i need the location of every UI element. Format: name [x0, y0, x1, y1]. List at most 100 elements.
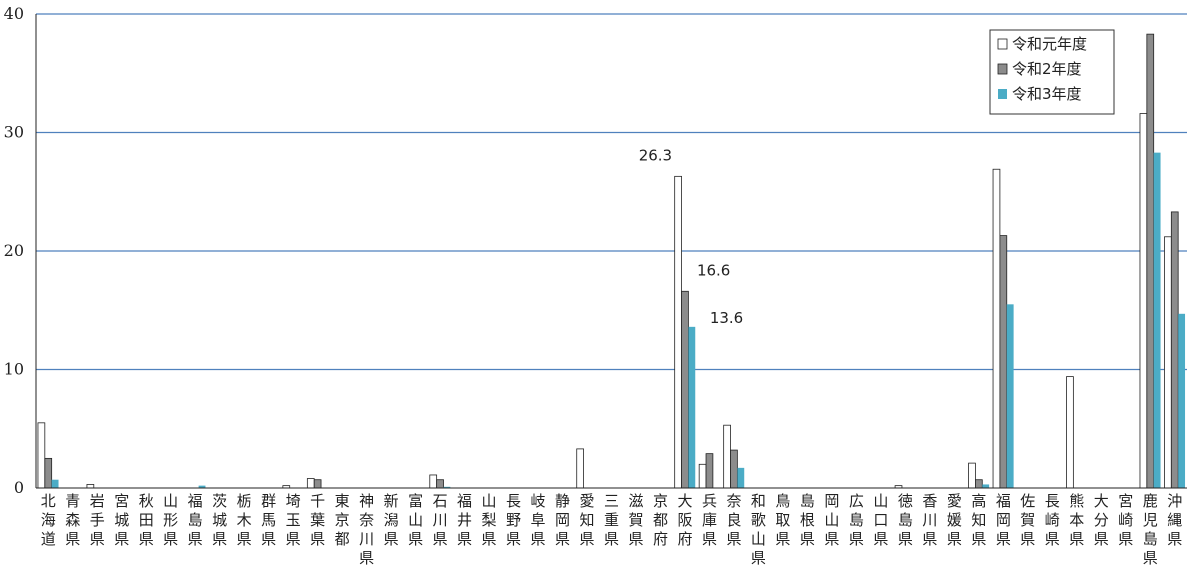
bar	[1066, 376, 1074, 489]
x-tick-label: 千葉県	[310, 492, 325, 548]
x-tick-label: 静岡県	[555, 492, 570, 548]
bar	[443, 486, 451, 488]
x-tick-label: 和歌山県	[751, 492, 766, 567]
x-tick-label: 青森県	[65, 492, 80, 548]
x-tick-label: 三重県	[604, 492, 619, 548]
x-tick-label: 佐賀県	[1020, 492, 1035, 548]
y-tick-label: 20	[4, 241, 24, 260]
bar	[681, 290, 689, 489]
data-label: 16.6	[697, 261, 730, 279]
bar	[306, 478, 315, 489]
bar	[674, 175, 682, 489]
x-tick-label: 奈良県	[726, 492, 741, 548]
x-tick-label: 香川県	[922, 492, 937, 548]
bar	[992, 168, 1001, 489]
bar	[723, 424, 731, 489]
x-tick-label: 大阪府	[677, 492, 692, 548]
bar	[1170, 211, 1179, 489]
y-tick-label: 40	[4, 4, 24, 23]
bar	[1178, 313, 1186, 488]
x-tick-label: 滋賀県	[628, 492, 643, 548]
x-axis-ticks: 北海道青森県岩手県宮城県秋田県山形県福島県茨城県栃木県群馬県埼玉県千葉県東京都神…	[41, 492, 1183, 567]
x-tick-label: 愛知県	[580, 492, 595, 548]
bar	[1164, 236, 1172, 489]
bar	[436, 479, 444, 489]
bar	[1139, 113, 1148, 489]
x-tick-label: 石川県	[433, 492, 448, 548]
bar	[51, 479, 59, 488]
legend-swatch	[998, 89, 1007, 99]
x-tick-label: 広島県	[849, 492, 864, 548]
bar	[698, 463, 707, 489]
x-axis	[35, 14, 1187, 489]
x-tick-label: 新潟県	[384, 492, 399, 548]
bars	[37, 33, 1186, 489]
x-tick-label: 宮崎県	[1118, 492, 1133, 548]
x-tick-label: 群馬県	[261, 492, 276, 548]
x-tick-label: 山口県	[873, 492, 888, 548]
y-tick-label: 10	[4, 360, 24, 379]
y-axis-ticks: 0 10 20 30 40	[4, 4, 24, 497]
x-tick-label: 徳島県	[898, 492, 913, 548]
x-tick-label: 宮城県	[114, 492, 129, 548]
y-tick-label: 30	[4, 123, 24, 142]
x-tick-label: 神奈川県	[359, 492, 374, 567]
x-tick-label: 鳥取県	[775, 492, 790, 548]
legend-label: 令和元年度	[1012, 35, 1087, 53]
y-tick-label: 0	[14, 478, 24, 497]
legend-label: 令和3年度	[1012, 85, 1082, 103]
legend-swatch	[997, 63, 1008, 75]
bar	[705, 453, 714, 489]
x-tick-label: 沖縄県	[1167, 492, 1182, 548]
bar	[730, 449, 738, 489]
data-label: 13.6	[710, 309, 743, 327]
x-tick-label: 福島県	[188, 492, 203, 548]
bar	[999, 235, 1008, 489]
x-tick-label: 兵庫県	[702, 492, 717, 548]
x-tick-label: 富山県	[408, 492, 423, 548]
x-tick-label: 島根県	[800, 492, 815, 548]
bar	[982, 484, 990, 488]
bar	[44, 457, 53, 489]
x-tick-label: 高知県	[971, 492, 986, 548]
x-tick-label: 大分県	[1094, 492, 1109, 548]
bar	[968, 462, 976, 489]
x-tick-label: 福岡県	[996, 492, 1011, 548]
legend-label: 令和2年度	[1012, 60, 1082, 78]
legend-box	[989, 29, 1115, 115]
bar	[86, 484, 95, 489]
legend-swatch	[997, 38, 1008, 50]
x-tick-label: 鹿児島県	[1143, 492, 1158, 567]
bar	[576, 448, 584, 489]
x-tick-label: 長崎県	[1045, 492, 1060, 548]
bar	[313, 479, 322, 489]
annotations: 26.3 16.6 13.6	[639, 146, 744, 326]
bar	[688, 326, 696, 488]
x-tick-label: 熊本県	[1069, 492, 1084, 548]
x-tick-label: 栃木県	[237, 492, 252, 548]
bar	[198, 485, 206, 488]
x-tick-label: 山梨県	[482, 492, 497, 548]
x-tick-label: 京都府	[653, 492, 668, 548]
bar	[1006, 304, 1014, 488]
x-tick-label: 埼玉県	[286, 492, 301, 548]
x-tick-label: 岐阜県	[531, 492, 546, 548]
x-tick-label: 愛媛県	[947, 492, 962, 548]
bar	[1153, 152, 1161, 488]
x-tick-label: 東京都	[335, 492, 350, 548]
bar	[1146, 33, 1155, 489]
bar	[737, 467, 745, 488]
data-label: 26.3	[639, 146, 672, 164]
bar	[975, 479, 983, 489]
bar	[37, 422, 46, 489]
x-tick-label: 福井県	[457, 492, 472, 548]
x-tick-label: 秋田県	[139, 492, 154, 548]
x-tick-label: 北海道	[41, 492, 56, 548]
x-tick-label: 山形県	[163, 492, 178, 548]
x-tick-label: 長野県	[506, 492, 521, 548]
bar	[429, 474, 438, 489]
x-tick-label: 岩手県	[90, 492, 105, 548]
x-tick-label: 岡山県	[824, 492, 839, 548]
